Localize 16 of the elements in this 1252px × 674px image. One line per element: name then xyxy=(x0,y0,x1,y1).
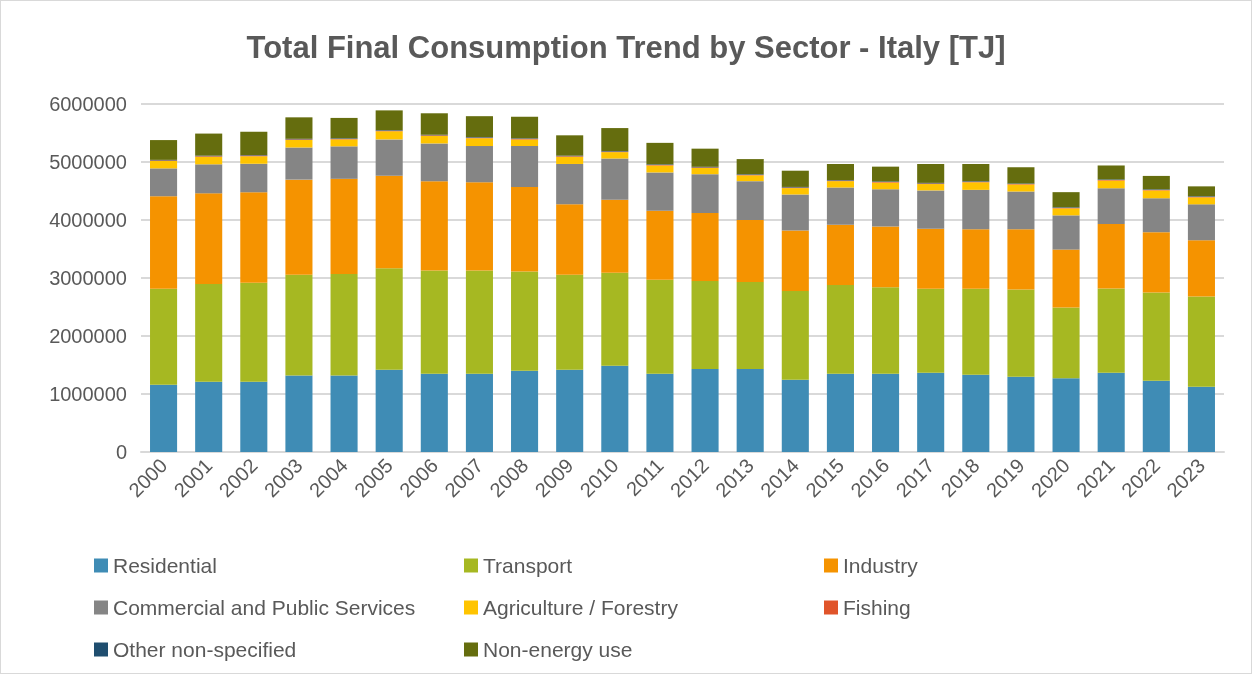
legend-label: Agriculture / Forestry xyxy=(483,596,679,619)
y-tick-label: 6000000 xyxy=(49,93,127,115)
chart-title: Total Final Consumption Trend by Sector - Italy [TJ] xyxy=(246,30,1006,65)
legend-label: Non-energy use xyxy=(483,638,633,661)
legend-label: Commercial and Public Services xyxy=(113,596,416,619)
y-tick-label: 0 xyxy=(115,441,127,463)
y-tick-label: 5000000 xyxy=(49,151,127,173)
y-tick-label: 1000000 xyxy=(49,383,127,405)
legend-label: Other non-specified xyxy=(113,638,297,661)
legend-label: Fishing xyxy=(843,596,911,619)
y-tick-label: 4000000 xyxy=(49,209,127,231)
legend-label: Residential xyxy=(113,554,217,577)
y-tick-label: 3000000 xyxy=(49,267,127,289)
legend-label: Industry xyxy=(843,554,919,577)
y-tick-label: 2000000 xyxy=(49,325,127,347)
legend-label: Transport xyxy=(483,554,573,577)
